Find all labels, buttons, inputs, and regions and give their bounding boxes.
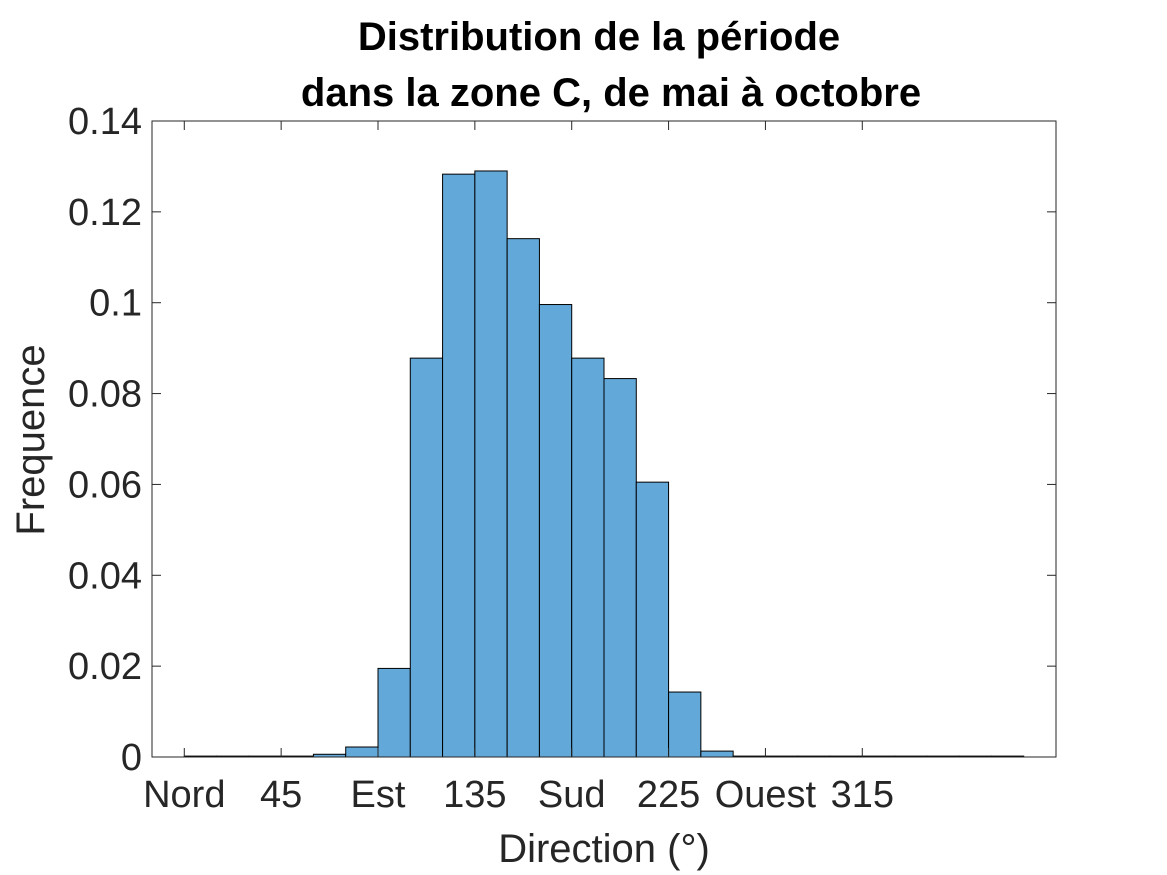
x-tick-label: 45: [260, 774, 302, 816]
y-tick-label: 0.1: [89, 283, 142, 325]
x-tick-label: Sud: [538, 774, 606, 816]
y-tick-label: 0.12: [68, 192, 142, 234]
x-axis-ticks: Nord 45 Est 135 Sud 225 Ouest 315: [143, 121, 894, 816]
y-axis-ticks: 0 0.02 0.04 0.06 0.08 0.1 0.12 0.14: [68, 101, 1056, 779]
x-tick-label: Est: [351, 774, 406, 816]
y-tick-label: 0.08: [68, 374, 142, 416]
x-tick-label: 315: [831, 774, 894, 816]
chart-title-line-1: Distribution de la période: [358, 15, 840, 59]
histogram-bar: [474, 170, 508, 758]
histogram-bar: [668, 691, 702, 758]
x-axis-label: Direction (°): [498, 827, 710, 871]
histogram-bar: [345, 746, 379, 758]
y-tick-label: 0.04: [68, 555, 142, 597]
histogram-bars: [183, 170, 1025, 758]
x-tick-label: Ouest: [715, 774, 817, 816]
histogram-bar: [409, 357, 444, 758]
y-axis-label: Frequence: [9, 344, 53, 535]
histogram-bar: [635, 481, 670, 758]
histogram-bar: [442, 173, 476, 758]
y-tick-label: 0.14: [68, 101, 142, 143]
histogram-bar: [603, 378, 637, 758]
x-tick-label: 225: [637, 774, 700, 816]
x-tick-label: Nord: [143, 774, 225, 816]
histogram-bar: [538, 304, 573, 758]
chart-title-line-2: dans la zone C, de mai à octobre: [301, 71, 921, 115]
histogram-bar: [506, 238, 540, 758]
histogram-bar: [700, 750, 734, 758]
chart-title: Distribution de la période dans la zone …: [301, 15, 921, 115]
histogram-bar: [377, 667, 411, 758]
axes-box: [151, 120, 1057, 758]
y-tick-label: 0: [121, 737, 142, 779]
x-tick-label: 135: [443, 774, 506, 816]
histogram-bar: [571, 357, 605, 758]
y-tick-label: 0.02: [68, 646, 142, 688]
y-tick-label: 0.06: [68, 464, 142, 506]
